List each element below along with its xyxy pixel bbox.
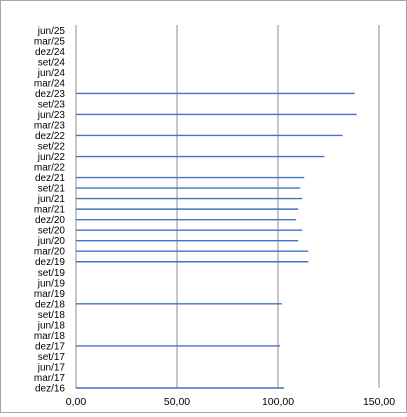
y-tick-label: jun/22: [37, 152, 66, 163]
y-tick-label: mar/19: [34, 289, 66, 300]
x-tick-label: 150,00: [363, 396, 395, 408]
y-tick-label: set/23: [38, 99, 66, 110]
x-tick-label: 100,00: [262, 396, 294, 408]
y-tick-label: set/18: [38, 310, 66, 321]
y-tick-label: jun/21: [37, 194, 66, 205]
y-tick-label: jun/19: [37, 278, 66, 289]
y-tick-label: mar/24: [34, 78, 66, 89]
y-tick-label: mar/17: [34, 373, 66, 384]
y-tick-label: mar/18: [34, 331, 66, 342]
y-tick-label: jun/18: [37, 320, 66, 331]
y-tick-label: set/24: [38, 57, 66, 68]
y-tick-label: mar/22: [34, 163, 66, 174]
y-tick-label: set/19: [38, 268, 66, 279]
y-tick-label: mar/21: [34, 205, 66, 216]
y-tick-label: dez/24: [35, 47, 65, 58]
y-tick-label: jun/24: [37, 68, 66, 79]
x-tick-label: 0,00: [66, 396, 87, 408]
y-tick-label: jun/23: [37, 110, 66, 121]
y-tick-label: mar/23: [34, 120, 66, 131]
y-tick-label: jun/17: [37, 362, 66, 373]
y-tick-label: dez/18: [35, 299, 65, 310]
x-tick-labels: 0,00 50,00 100,00 150,00: [66, 396, 395, 408]
y-tick-label: mar/20: [34, 247, 66, 258]
y-tick-label: dez/17: [35, 341, 65, 352]
y-tick-label: set/21: [38, 184, 66, 195]
y-tick-label: jun/25: [37, 26, 66, 37]
bar-layer: [76, 92, 357, 389]
y-tick-label: set/20: [38, 226, 66, 237]
y-tick-label: dez/23: [35, 89, 65, 100]
y-tick-label: set/22: [38, 142, 66, 153]
y-tick-label: set/17: [38, 352, 66, 363]
y-tick-label: mar/25: [34, 36, 66, 47]
y-tick-label: dez/19: [35, 257, 65, 268]
y-tick-label: dez/20: [35, 215, 65, 226]
grid-layer: [75, 25, 380, 388]
y-tick-label: dez/16: [35, 384, 65, 395]
x-tick-label: 50,00: [164, 396, 190, 408]
y-tick-label: dez/22: [35, 131, 65, 142]
y-tick-label: jun/20: [37, 236, 66, 247]
y-tick-labels: dez/16mar/17jun/17set/17dez/17mar/18jun/…: [34, 26, 66, 395]
y-tick-label: dez/21: [35, 173, 65, 184]
